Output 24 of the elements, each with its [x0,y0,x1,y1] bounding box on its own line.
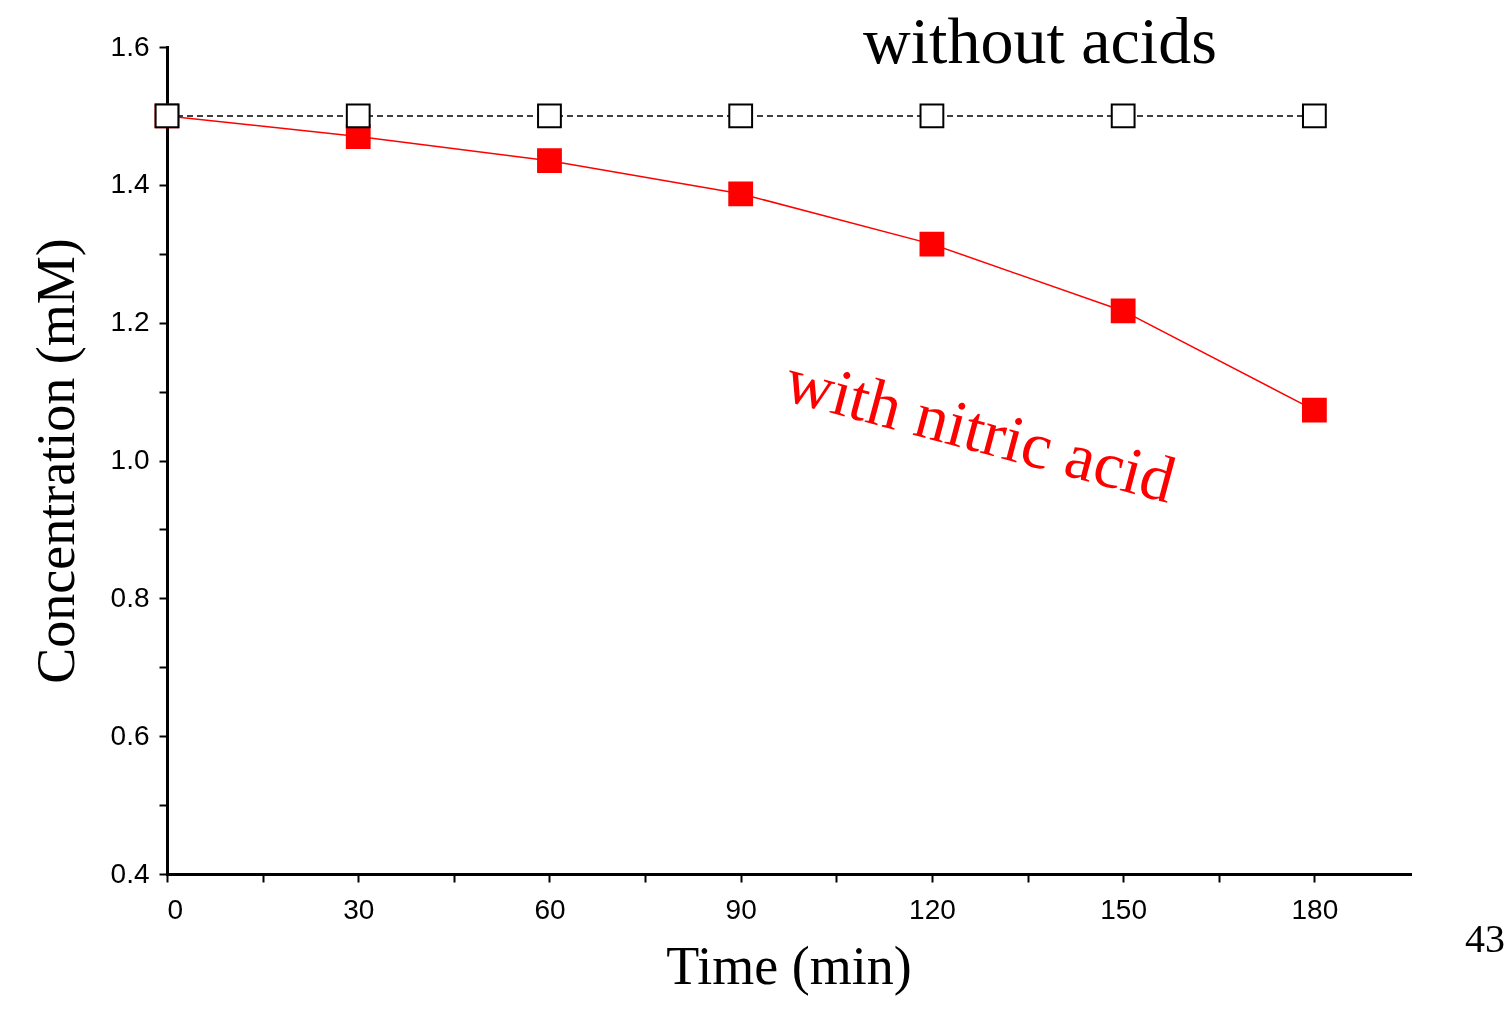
y-tick-label: 1.4 [110,168,150,200]
x-tick-label: 0 [167,893,184,925]
y-tick-label: 1.0 [110,444,150,475]
y-axis-title: Concentration (mM) [25,238,86,684]
text: 43 [1465,916,1505,961]
x-tick-label: 30 [343,893,375,925]
y-tick-label: 0.8 [110,581,150,613]
point [537,148,562,174]
y-tick-label: 1.2 [110,306,150,338]
text: with nitric acid [778,342,1184,517]
point [919,231,945,257]
x-tick-label: 180 [1291,893,1339,925]
y-tick-label: 0.4 [110,857,150,889]
x-tick-label: 60 [534,893,566,925]
point [728,181,754,207]
x-tick-label: 90 [725,893,757,925]
point [1110,298,1136,324]
x-axis-title: Time (min) [666,935,912,996]
x-tick-label: 150 [1100,893,1148,925]
y-tick-label: 1.6 [110,30,150,62]
y-tick-label: 0.6 [110,719,150,751]
x-tick-label: 120 [909,893,956,925]
series-label: without acids [863,4,1217,77]
point [1301,397,1327,423]
